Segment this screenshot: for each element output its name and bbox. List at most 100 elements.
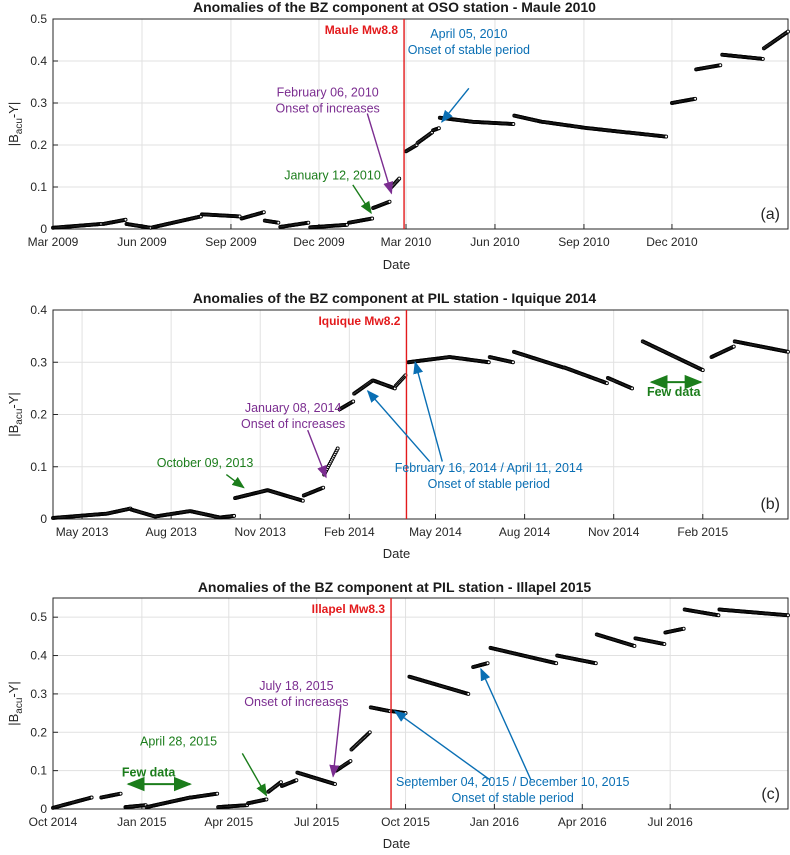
x-tick-label: Nov 2014 — [588, 525, 640, 539]
data-point — [511, 122, 516, 126]
annotation-arrow — [440, 87, 470, 123]
data-point — [716, 613, 721, 618]
annotation-label: Onset of stable period — [408, 43, 530, 57]
x-tick-label: Dec 2009 — [293, 235, 345, 249]
x-tick-label: Jul 2016 — [647, 815, 693, 829]
x-tick-label: Apr 2016 — [558, 815, 607, 829]
data-point — [554, 661, 559, 666]
y-tick-label: 0.5 — [30, 12, 47, 26]
annotation-arrow — [241, 753, 268, 797]
annotation-arrow — [413, 361, 443, 462]
x-axis-label: Date — [383, 546, 410, 561]
y-tick-label: 0.5 — [30, 610, 47, 624]
data-point — [511, 360, 515, 365]
data-point — [294, 778, 299, 783]
x-tick-label: Oct 2015 — [381, 815, 430, 829]
y-tick-label: 0.1 — [30, 180, 47, 194]
annotation-label: Onset of increases — [241, 417, 345, 431]
x-tick-label: Mar 2009 — [28, 235, 79, 249]
data-point — [700, 368, 705, 373]
y-axis-label: |Bacu-Y| — [6, 681, 25, 726]
annotation-arrow — [352, 184, 372, 215]
x-axis-label: Date — [383, 836, 410, 850]
y-tick-label: 0 — [40, 222, 47, 236]
annotation-arrow — [366, 390, 431, 462]
annotation-arrow — [329, 705, 342, 778]
data-point — [760, 56, 765, 61]
panel-label: (b) — [760, 496, 780, 513]
chart-panel: 0 0.1 0.2 0.3 0.4 0.5 Oct 2014 Jan 2015 Apr 2015… — [6, 579, 790, 851]
annotation-label: September 04, 2015 / December 10, 2015 — [396, 775, 630, 789]
chart-title: Anomalies of the BZ component at PIL sta… — [198, 579, 592, 595]
y-tick-label: 0 — [40, 802, 47, 816]
data-point — [604, 381, 609, 386]
data-point — [89, 795, 94, 800]
data-point — [593, 661, 598, 666]
earthquake-label: Maule Mw8.8 — [325, 23, 399, 37]
x-tick-label: Oct 2014 — [29, 815, 78, 829]
data-series — [51, 339, 790, 520]
y-tick-label: 0.3 — [30, 355, 47, 369]
data-point — [118, 791, 123, 796]
annotation-arrow — [225, 474, 245, 489]
y-tick-label: 0.4 — [30, 649, 47, 663]
data-point — [367, 730, 372, 735]
data-point — [278, 780, 283, 785]
few-data-label: Few data — [122, 765, 177, 779]
data-point — [300, 498, 305, 503]
annotation-arrow — [307, 429, 327, 479]
data-point — [731, 344, 736, 349]
data-point — [387, 199, 392, 204]
data-point — [232, 513, 237, 518]
y-tick-label: 0.2 — [30, 138, 47, 152]
x-tick-label: Feb 2014 — [324, 525, 375, 539]
data-point — [486, 360, 491, 365]
x-tick-label: Sep 2009 — [205, 235, 257, 249]
data-point — [630, 386, 635, 391]
annotation-label: January 12, 2010 — [284, 168, 381, 182]
panel-label: (a) — [760, 206, 780, 223]
x-tick-label: Jan 2016 — [470, 815, 520, 829]
data-point — [333, 782, 337, 787]
data-point — [786, 349, 790, 354]
y-tick-label: 0.1 — [30, 764, 47, 778]
data-point — [403, 711, 408, 716]
y-axis-label: |Bacu-Y| — [6, 392, 25, 437]
data-point — [664, 134, 669, 139]
annotation-label: February 06, 2010 — [277, 86, 379, 100]
annotation-label: February 16, 2014 / April 11, 2014 — [395, 461, 583, 475]
data-point — [662, 642, 667, 646]
data-point — [485, 661, 490, 666]
panel-label: (c) — [761, 786, 780, 803]
data-point — [370, 216, 375, 221]
x-tick-label: Nov 2013 — [235, 525, 287, 539]
y-tick-label: 0.1 — [30, 460, 47, 474]
x-tick-label: Jun 2009 — [117, 235, 167, 249]
annotation-label: April 28, 2015 — [140, 735, 217, 749]
annotation-label: Onset of increases — [244, 695, 348, 709]
data-point — [123, 217, 128, 222]
data-point — [681, 626, 686, 631]
data-point — [436, 126, 441, 131]
few-data-label: Few data — [647, 385, 702, 399]
x-tick-label: Jul 2015 — [294, 815, 340, 829]
data-point — [693, 96, 698, 101]
data-point — [276, 220, 281, 225]
data-point — [351, 399, 356, 404]
data-point — [786, 29, 790, 34]
axes-frame — [52, 18, 789, 230]
axes-frame — [52, 597, 789, 810]
chart-title: Anomalies of the BZ component at PIL sta… — [193, 290, 597, 306]
y-tick-label: 0.3 — [30, 96, 47, 110]
x-tick-label: May 2013 — [56, 525, 109, 539]
x-tick-label: Jun 2010 — [470, 235, 520, 249]
data-point — [348, 759, 353, 763]
earthquake-label: Illapel Mw8.3 — [312, 602, 386, 616]
y-tick-label: 0.4 — [30, 303, 47, 317]
x-tick-label: Aug 2013 — [145, 525, 197, 539]
y-tick-label: 0.2 — [30, 408, 47, 422]
annotation-label: Onset of increases — [276, 102, 380, 116]
data-point — [264, 797, 269, 802]
data-point — [786, 613, 790, 618]
